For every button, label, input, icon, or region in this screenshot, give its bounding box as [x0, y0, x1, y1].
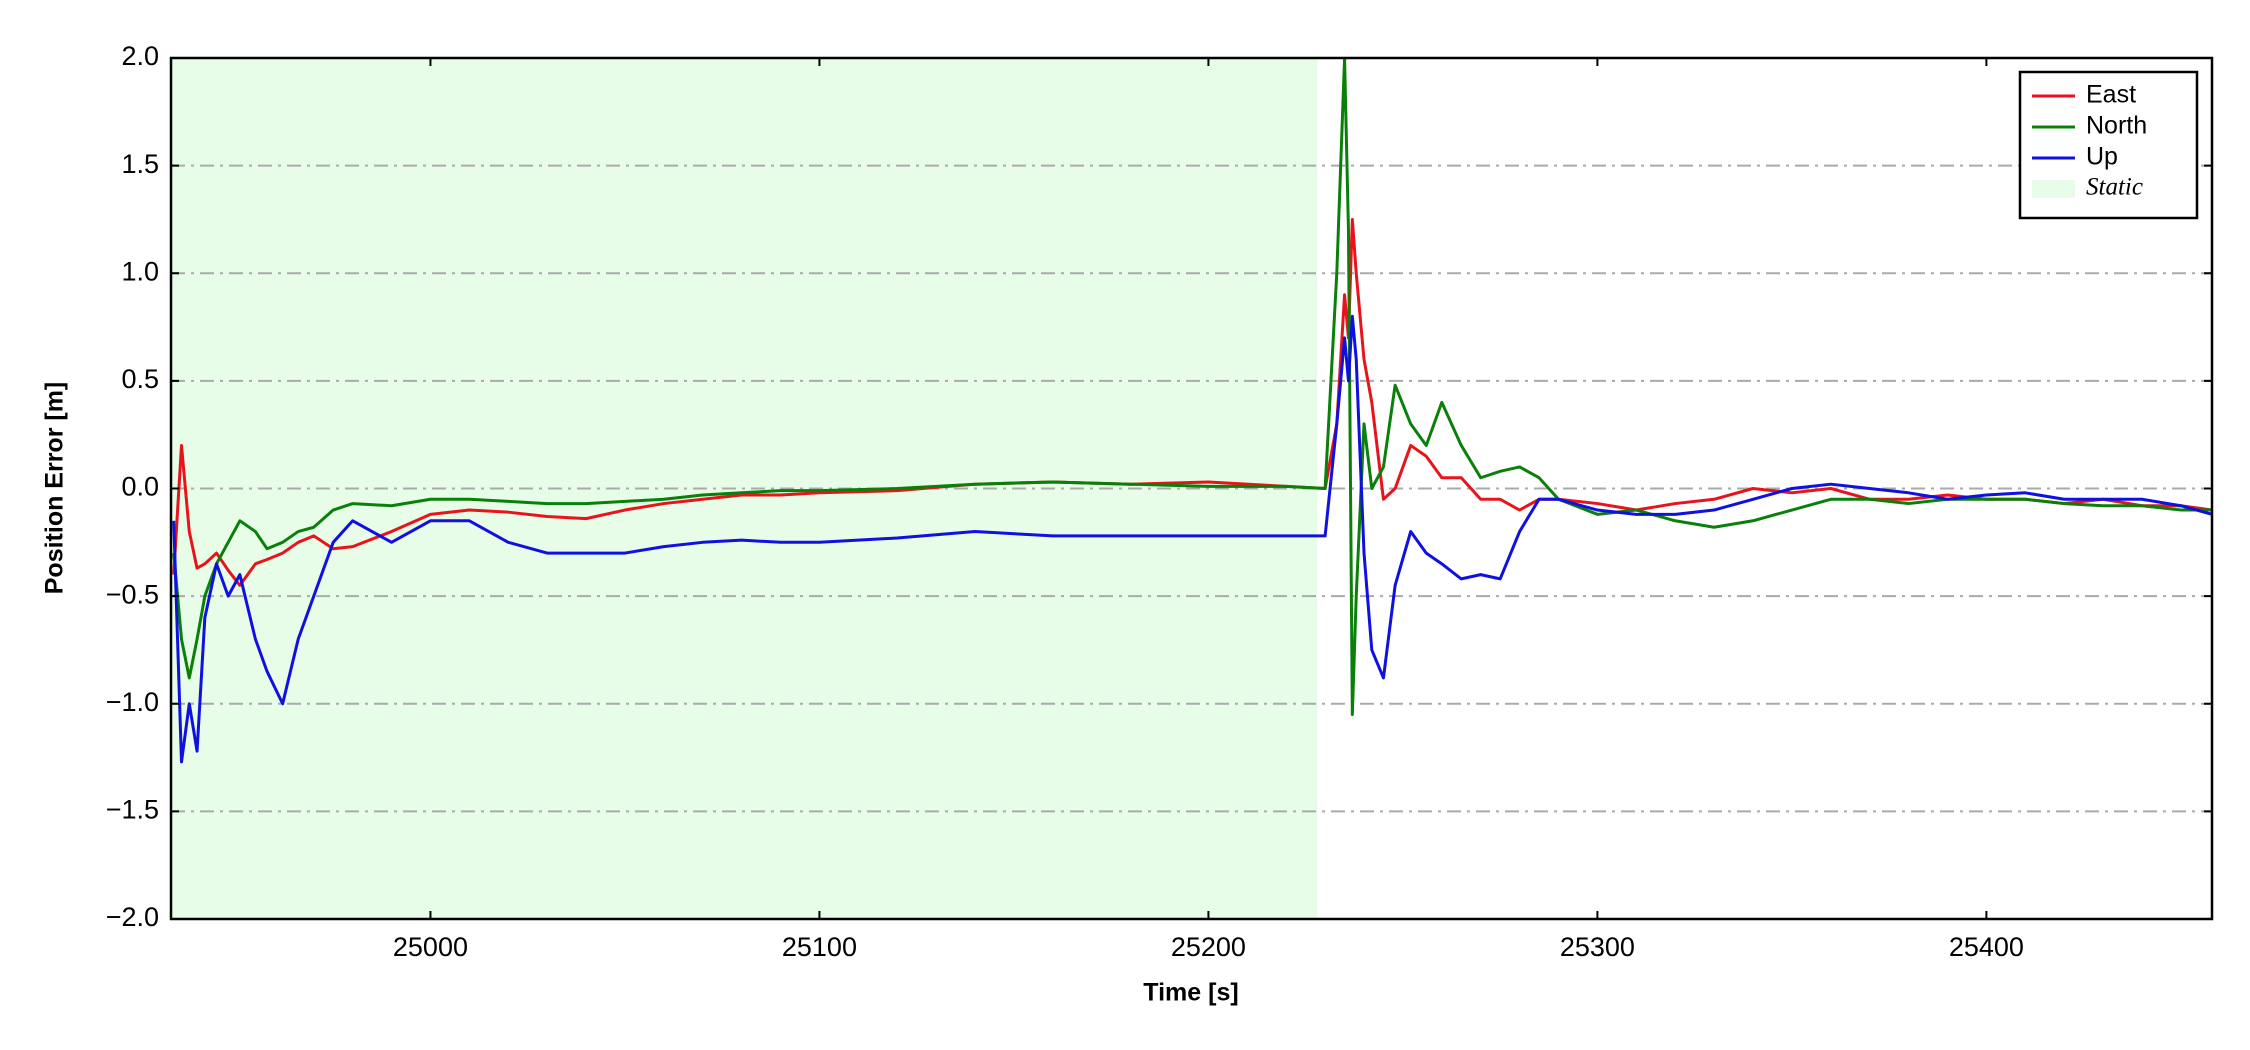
- lines: [172, 58, 2212, 764]
- x-tick-label: 25400: [1949, 932, 2024, 962]
- legend-label: Up: [2086, 143, 2118, 171]
- axes: −2.0 −1.5 −1.0 −0.5 0.0 0.5 1.0 1.5 2.0 25000 2510…: [106, 41, 2214, 962]
- x-tick-label: 25100: [782, 932, 857, 962]
- legend-label: Static: [2086, 174, 2143, 201]
- y-tick-label: 0.0: [121, 472, 159, 502]
- legend: East North Up Static: [2018, 70, 2199, 220]
- y-tick-label: −1.0: [106, 687, 159, 717]
- x-tick-label: 25200: [1171, 932, 1246, 962]
- y-tick-label: −2.0: [106, 902, 159, 932]
- x-tick-label: 25300: [1560, 932, 1635, 962]
- y-tick-label: 0.5: [121, 364, 159, 394]
- series-line: [172, 314, 2212, 764]
- x-axis-label: Time [s]: [1143, 979, 1238, 1007]
- y-tick-label: −0.5: [106, 579, 159, 609]
- y-tick-label: 1.5: [121, 149, 159, 179]
- x-tick-label: 25000: [393, 932, 468, 962]
- legend-label: North: [2086, 112, 2147, 140]
- y-tick-label: 2.0: [121, 41, 159, 71]
- y-tick-label: 1.0: [121, 256, 159, 286]
- y-tick-label: −1.5: [106, 795, 159, 825]
- legend-label: East: [2086, 81, 2136, 109]
- legend-swatch: [2032, 180, 2075, 198]
- plot-frame: [169, 56, 2214, 921]
- y-axis-label: Position Error [m]: [41, 382, 69, 595]
- series-line: [172, 58, 2212, 717]
